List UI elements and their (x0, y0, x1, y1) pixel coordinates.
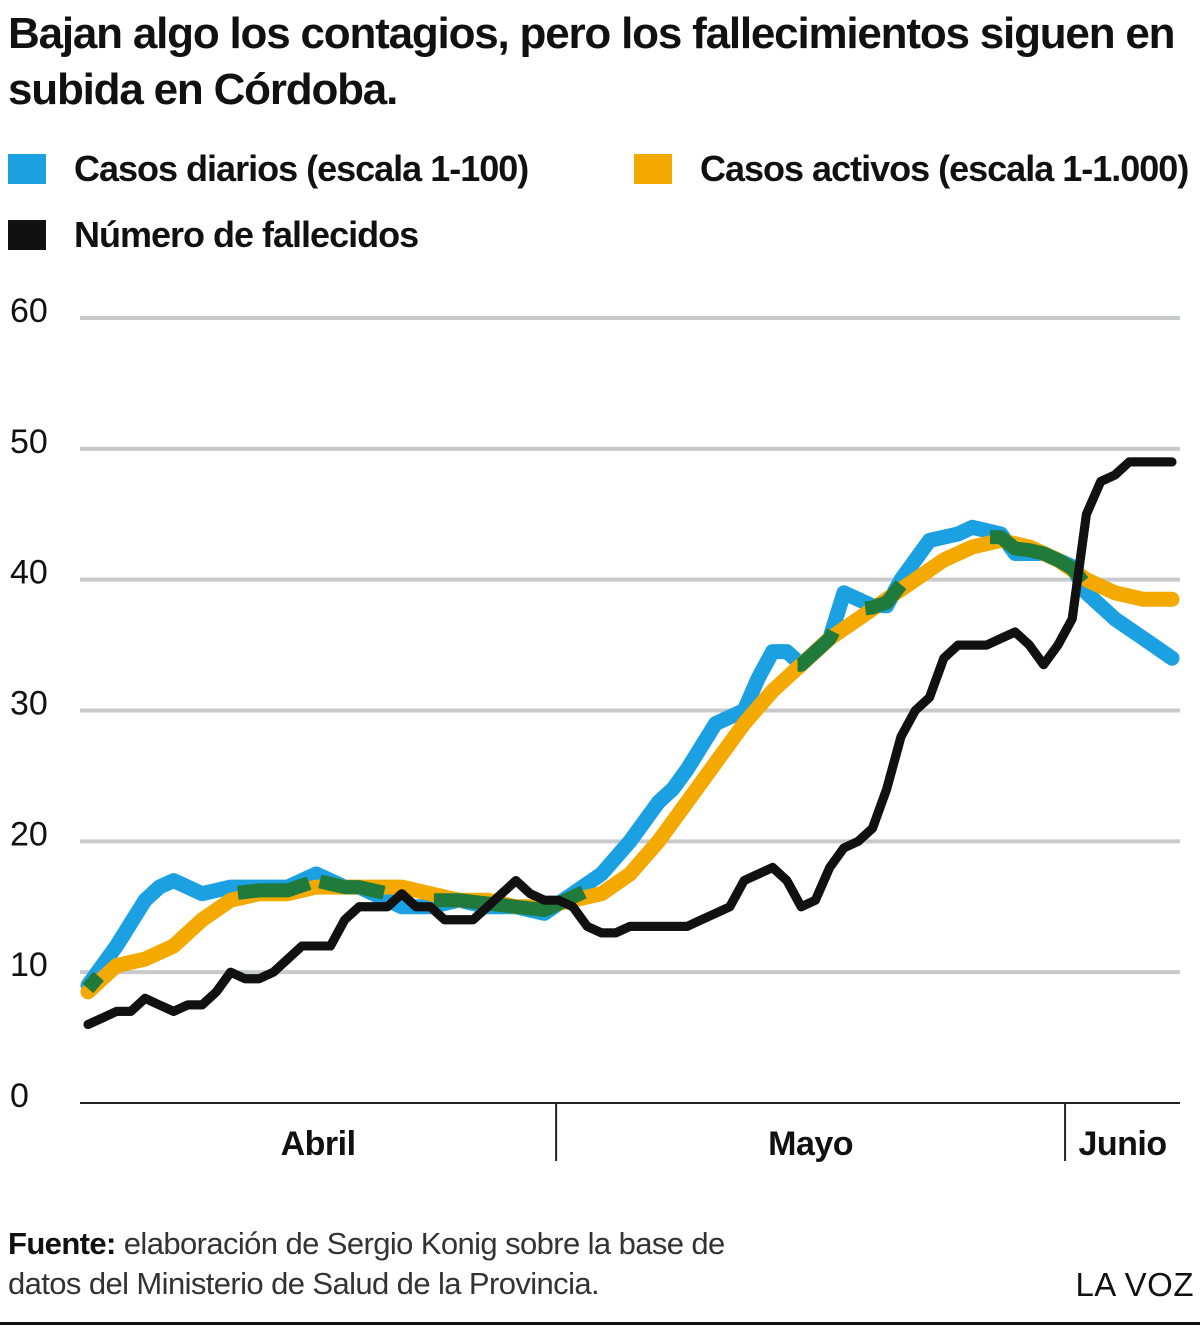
legend-label-casos-diarios: Casos diarios (escala 1-100) (74, 148, 529, 189)
overlap-segment-6 (986, 530, 1089, 587)
y-tick-0: 0 (10, 1077, 29, 1115)
source-label: Fuente: (8, 1226, 116, 1261)
source-note: Fuente: elaboración de Sergio Konig sobr… (8, 1224, 768, 1304)
y-tick-60: 60 (10, 292, 48, 330)
chart-title: Bajan algo los contagios, pero los falle… (8, 9, 1176, 114)
x-month-label-mayo: Mayo (768, 1125, 853, 1163)
overlap-segment-1 (234, 876, 313, 900)
legend-label-casos-activos: Casos activos (escala 1-1.000) (700, 148, 1189, 189)
y-tick-50: 50 (10, 423, 48, 461)
y-tick-10: 10 (10, 946, 48, 984)
source-text: elaboración de Sergio Konig sobre la bas… (8, 1226, 725, 1301)
bottom-divider (0, 1322, 1200, 1325)
y-tick-30: 30 (10, 685, 48, 723)
series-line-0 (80, 519, 1180, 993)
series-line-fallecidos-top (83, 457, 1177, 1029)
x-month-label-abril: Abril (281, 1125, 356, 1163)
overlap-segment-5 (861, 580, 907, 616)
x-month-label-junio: Junio (1078, 1125, 1166, 1163)
overlap-segment-2 (316, 874, 388, 900)
legend-item-casos-diarios: Casos diarios (escala 1-100) (8, 148, 529, 189)
y-tick-20: 20 (10, 815, 48, 853)
brand-logo-text: LA VOZ (1075, 1266, 1194, 1303)
legend-swatch-casos-activos (634, 154, 672, 184)
overlap-segment-4 (794, 628, 840, 672)
legend-label-fallecidos: Número de fallecidos (74, 214, 419, 255)
legend-item-casos-activos: Casos activos (escala 1-1.000) (634, 148, 1189, 189)
legend-item-fallecidos: Número de fallecidos (8, 214, 419, 255)
legend-swatch-fallecidos (8, 220, 46, 250)
legend-swatch-casos-diarios (8, 154, 46, 184)
overlap-segment-0 (82, 971, 104, 994)
y-tick-40: 40 (10, 554, 48, 592)
line-chart: 0 10 20 30 40 50 60 Abril Mayo Junio (10, 292, 1180, 1163)
